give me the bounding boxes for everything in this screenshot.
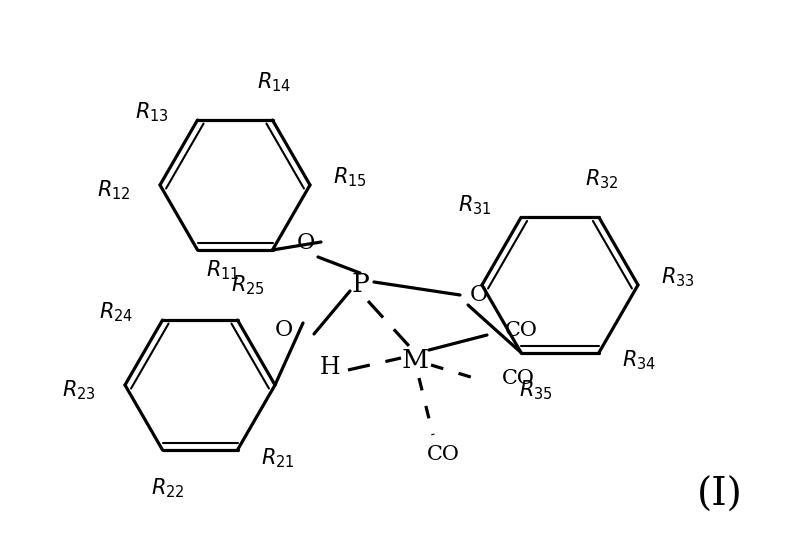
Text: O: O	[275, 319, 293, 341]
Text: O: O	[297, 232, 315, 254]
Text: CO: CO	[501, 368, 534, 388]
Text: CO: CO	[505, 321, 537, 339]
Text: $R_{13}$: $R_{13}$	[135, 100, 169, 124]
Text: $R_{15}$: $R_{15}$	[333, 165, 367, 189]
Text: $R_{32}$: $R_{32}$	[585, 167, 618, 191]
Text: $R_{34}$: $R_{34}$	[622, 349, 656, 372]
Text: $R_{33}$: $R_{33}$	[661, 265, 695, 289]
Text: $R_{11}$: $R_{11}$	[205, 258, 240, 282]
Text: CO: CO	[427, 445, 459, 464]
Text: $R_{22}$: $R_{22}$	[150, 476, 185, 500]
Text: $R_{23}$: $R_{23}$	[62, 378, 96, 402]
Text: $R_{35}$: $R_{35}$	[519, 379, 553, 402]
Text: (I): (I)	[697, 477, 743, 513]
Text: O: O	[470, 284, 488, 306]
Text: $R_{24}$: $R_{24}$	[100, 300, 134, 324]
Text: $R_{12}$: $R_{12}$	[97, 178, 131, 202]
Text: H: H	[320, 356, 340, 379]
Text: $R_{21}$: $R_{21}$	[260, 446, 295, 470]
Text: $R_{25}$: $R_{25}$	[231, 273, 264, 297]
Text: M: M	[401, 348, 428, 373]
Text: $R_{14}$: $R_{14}$	[257, 70, 291, 94]
Text: P: P	[351, 272, 369, 298]
Text: $R_{31}$: $R_{31}$	[458, 194, 492, 217]
